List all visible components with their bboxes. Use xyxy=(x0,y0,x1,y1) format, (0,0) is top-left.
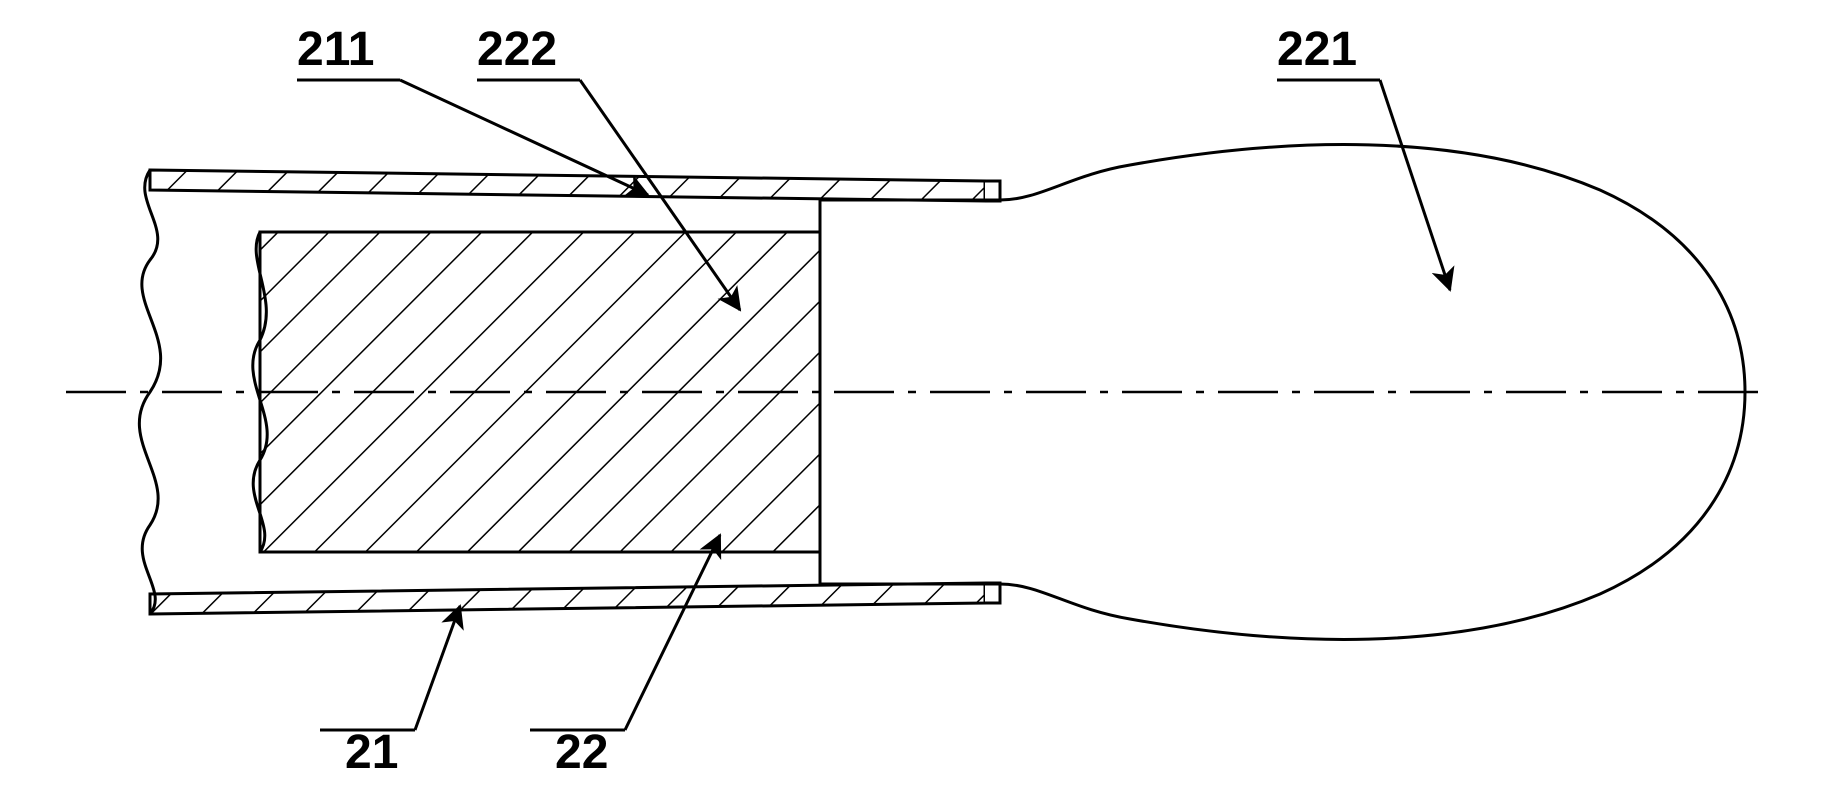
label-22: 22 xyxy=(555,726,608,779)
leader-21 xyxy=(415,606,460,730)
technical-figure: 211 222 221 21 22 xyxy=(0,0,1838,785)
outer-sleeve-bottom-wall xyxy=(150,583,1000,614)
plug-cylinder-222 xyxy=(260,232,820,552)
label-21: 21 xyxy=(345,726,398,779)
outer-sleeve-top-wall xyxy=(150,170,1000,201)
label-211: 211 xyxy=(297,23,374,76)
label-222: 222 xyxy=(477,23,557,76)
label-221: 221 xyxy=(1277,23,1357,76)
leader-221 xyxy=(1380,80,1450,290)
leader-22 xyxy=(625,535,720,730)
